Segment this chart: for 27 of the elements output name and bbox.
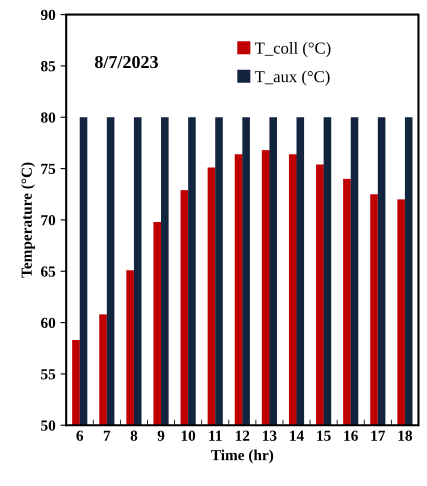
y-tick-label: 90 <box>40 10 56 20</box>
x-axis-title: Time (hr) <box>211 450 274 464</box>
x-tick-label: 15 <box>317 430 331 441</box>
y-tick-label: 60 <box>41 318 56 328</box>
legend-label: T_aux (°C) <box>254 70 330 86</box>
legend-label: T_coll (°C) <box>254 42 330 58</box>
y-tick-label: 70 <box>41 215 56 226</box>
x-tick-label: 18 <box>398 430 412 441</box>
y-tick-label: 85 <box>41 61 56 72</box>
x-tick-label: 16 <box>344 430 358 441</box>
y-tick-label: 75 <box>41 164 56 174</box>
x-tick-label: 13 <box>263 430 277 441</box>
x-tick-label: 8 <box>130 430 138 441</box>
y-axis-title: Temperature (°C) <box>21 162 35 278</box>
x-tick-label: 12 <box>236 430 250 441</box>
x-tick-label: 17 <box>371 430 386 441</box>
y-tick-label: 65 <box>41 266 56 277</box>
x-tick-label: 11 <box>209 430 222 441</box>
y-tick-label: 50 <box>41 420 56 431</box>
y-tick-label: 55 <box>41 369 56 380</box>
x-tick-label: 7 <box>104 430 110 441</box>
y-tick-label: 80 <box>41 112 56 123</box>
x-tick-label: 6 <box>76 430 84 441</box>
x-tick-label: 10 <box>182 430 196 441</box>
annotation: 8/7/2023 <box>94 56 158 68</box>
x-tick-label: 9 <box>158 430 164 441</box>
x-tick-label: 14 <box>290 430 304 441</box>
